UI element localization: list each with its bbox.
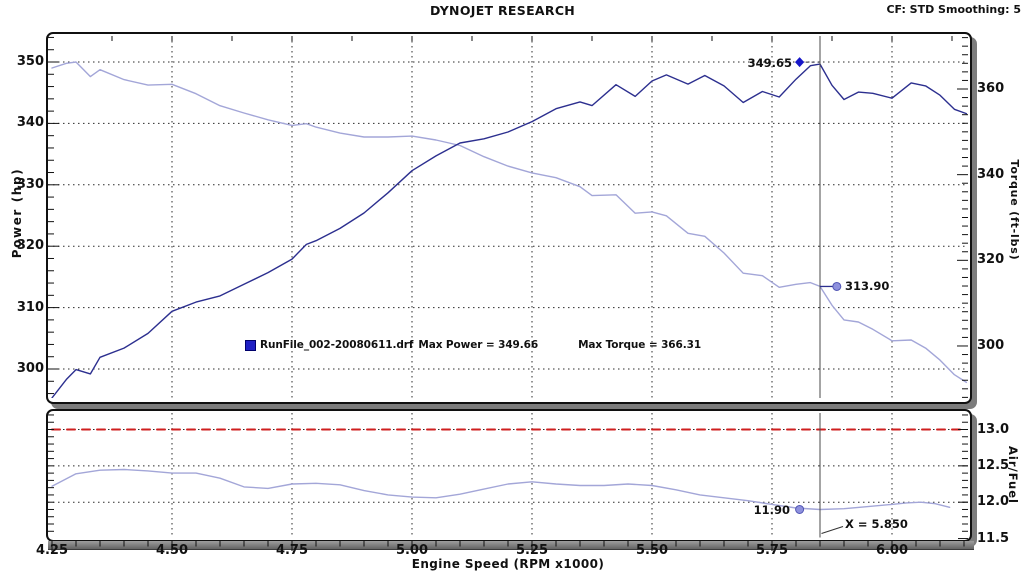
torque-marker-label: 313.90 <box>845 279 890 293</box>
cursor-x-label: X = 5.850 <box>845 517 908 531</box>
airfuel-tick-label: 11.5 <box>977 530 1010 546</box>
rpm-tick-label: 5.50 <box>635 542 669 558</box>
airfuel-tick-label: 12.5 <box>977 457 1010 473</box>
airfuel-marker-label: 11.90 <box>753 502 790 517</box>
cf-smoothing-settings: CF: STD Smoothing: 5 <box>886 3 1021 16</box>
torque-tick-label: 320 <box>977 252 1005 268</box>
airfuel-tick-label: 12.0 <box>977 494 1010 510</box>
torque-tick-label: 300 <box>977 337 1005 353</box>
run-legend[interactable]: RunFile_002-20080611.drf Max Power = 349… <box>245 339 701 351</box>
rpm-tick-label: 5.25 <box>515 542 549 558</box>
air-fuel-plot-area[interactable] <box>46 409 972 542</box>
power-tick-label: 350 <box>16 54 44 69</box>
page-title: DYNOJET RESEARCH <box>429 3 576 18</box>
x-axis-strip <box>48 541 974 550</box>
airfuel-tick-label: 13.0 <box>977 421 1010 437</box>
run-file-name: RunFile_002-20080611.drf <box>260 339 414 351</box>
rpm-tick-label: 5.75 <box>755 542 789 558</box>
torque-axis-title: Torque (ft-lbs) <box>1008 159 1021 261</box>
run-color-swatch-icon <box>245 339 256 351</box>
power-tick-label: 320 <box>16 238 44 254</box>
rpm-tick-label: 4.75 <box>275 542 309 558</box>
rpm-tick-label: 5.00 <box>395 542 429 558</box>
rpm-tick-label: 4.25 <box>35 542 69 558</box>
power-tick-label: 310 <box>16 299 44 315</box>
rpm-tick-label: 4.50 <box>155 542 189 558</box>
airfuel-axis-title: Air/Fuel <box>1006 446 1020 504</box>
power-axis-title: Power (hp) <box>10 167 24 259</box>
x-axis-title: Engine Speed (RPM x1000) <box>411 557 605 571</box>
torque-tick-label: 360 <box>977 81 1005 96</box>
power-tick-label: 330 <box>16 176 44 192</box>
run-max-torque: Max Torque = 366.31 <box>578 339 702 351</box>
torque-tick-label: 340 <box>977 166 1005 182</box>
power-tick-label: 340 <box>16 115 44 131</box>
power-tick-label: 300 <box>16 361 44 376</box>
max-power-marker-label: 349.65 <box>747 55 792 70</box>
rpm-tick-label: 6.00 <box>875 542 909 558</box>
run-max-power: Max Power = 349.66 <box>418 339 539 351</box>
